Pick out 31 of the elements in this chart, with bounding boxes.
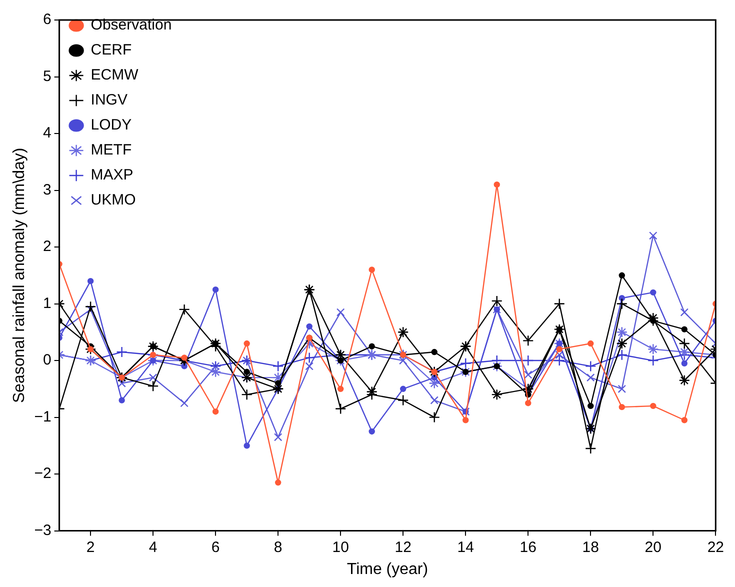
x-tick-label: 14: [457, 538, 474, 556]
legend-label: CERF: [90, 42, 132, 59]
legend-label: ECMW: [90, 66, 140, 84]
x-tick-label: 10: [332, 538, 349, 556]
x-tick-label: 4: [148, 538, 158, 556]
y-tick-label: 6: [42, 11, 52, 28]
legend-label: METF: [90, 142, 132, 159]
legend-label: UKMO: [90, 192, 136, 209]
legend-label: MAXP: [90, 166, 134, 184]
x-tick-label: 22: [707, 538, 724, 556]
x-tick-label: 6: [211, 538, 220, 556]
legend-label: INGV: [90, 92, 128, 109]
y-tick-label: 2: [42, 238, 52, 256]
y-axis-title: Seasonal rainfall anomaly (mm\day): [11, 148, 28, 404]
y-tick-label: 4: [42, 124, 52, 142]
x-tick-label: 18: [582, 538, 599, 556]
x-tick-label: 8: [274, 538, 282, 556]
x-tick-label: 12: [394, 538, 412, 556]
y-tick-label: 3: [42, 181, 52, 198]
x-tick-label: 16: [520, 538, 536, 556]
y-tick-label: −2: [34, 465, 52, 482]
y-tick-label: 0: [42, 352, 52, 369]
legend-label: LODY: [90, 116, 132, 134]
x-tick-label: 2: [86, 538, 95, 556]
legend-label: Observation: [90, 16, 172, 34]
x-tick-label: 20: [644, 538, 662, 556]
x-axis-title: Time (year): [346, 560, 428, 578]
y-tick-label: 5: [42, 68, 52, 85]
y-tick-label: 1: [42, 294, 52, 312]
y-tick-label: −3: [34, 522, 52, 539]
y-tick-label: −1: [34, 408, 52, 426]
